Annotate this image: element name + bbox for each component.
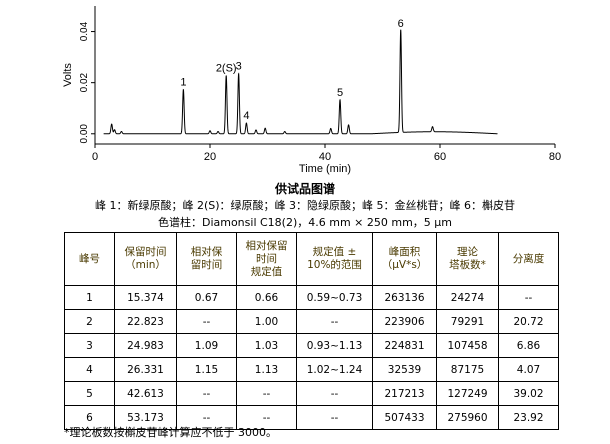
table-cell: 263136 xyxy=(372,285,437,310)
x-axis-title: Time (min) xyxy=(299,163,351,175)
peak-label-6: 6 xyxy=(398,18,404,30)
table-cell: 20.72 xyxy=(498,309,559,334)
table-cell: 0.67 xyxy=(176,285,237,310)
table-cell: 4.07 xyxy=(498,357,559,382)
table-cell: 127249 xyxy=(436,381,499,406)
chromatogram-chart: 0 20 40 60 80 0.00 0.02 0.04 1 2(S)3 4 5 6 Time (m… xyxy=(62,6,561,175)
table-cell: 1.15 xyxy=(176,357,237,382)
table-cell: 6.86 xyxy=(498,333,559,358)
table-cell: 2 xyxy=(64,309,115,334)
x-ticks: 0 20 40 60 80 xyxy=(92,144,561,163)
y-ticks: 0.00 0.02 0.04 xyxy=(79,21,95,144)
peak-label-2: 2(S) xyxy=(216,63,237,75)
table-cell: 224831 xyxy=(372,333,437,358)
table-row: 4 26.331 1.15 1.13 1.02~1.24 32539 87175 4.07 xyxy=(64,357,559,382)
table-row: 5 42.613 -- -- -- 217213 127249 39.02 xyxy=(64,381,559,406)
table-cell: -- xyxy=(176,381,237,406)
table-row: 3 24.983 1.09 1.03 0.93~1.13 224831 107458 6.86 xyxy=(64,333,559,358)
peak-label-3: 3 xyxy=(236,61,242,73)
table-cell: 223906 xyxy=(372,309,437,334)
table-cell: -- xyxy=(498,285,559,310)
column-header: 分离度 xyxy=(498,232,559,286)
table-cell: 1.00 xyxy=(236,309,297,334)
table-cell: 3 xyxy=(64,333,115,358)
table-cell: 507433 xyxy=(372,405,437,430)
y-tick-label: 0.00 xyxy=(79,124,90,144)
table-cell: 1.13 xyxy=(236,357,297,382)
results-table: 峰号 保留时间 （min） 相对保 留时间 相对保留 时间 规定值 规定值 ±10%的范围 峰面积… xyxy=(64,232,559,430)
column-header: 相对保留 时间 规定值 xyxy=(236,232,297,286)
column-header: 理论 塔板数* xyxy=(436,232,499,286)
table-cell: 32539 xyxy=(372,357,437,382)
table-cell: 275960 xyxy=(436,405,499,430)
table-cell: 26.331 xyxy=(114,357,177,382)
chart-caption-title: 供试品图谱 xyxy=(274,182,335,196)
footnote: *理论板数按槲皮苷峰计算应不低于 3000。 xyxy=(64,426,277,439)
table-row: 2 22.823 -- 1.00 -- 223906 79291 20.72 xyxy=(64,309,559,334)
column-header: 保留时间 （min） xyxy=(114,232,177,286)
peak-labels: 1 2(S)3 4 5 6 xyxy=(180,18,403,122)
table-cell: 0.66 xyxy=(236,285,297,310)
table-cell: 42.613 xyxy=(114,381,177,406)
x-tick-label: 80 xyxy=(549,151,561,163)
table-cell: 79291 xyxy=(436,309,499,334)
table-cell: 0.93~1.13 xyxy=(296,333,373,358)
table-cell: 5 xyxy=(64,381,115,406)
table-cell: 1 xyxy=(64,285,115,310)
table-cell: 24.983 xyxy=(114,333,177,358)
x-tick-label: 0 xyxy=(92,151,98,163)
table-cell: 1.09 xyxy=(176,333,237,358)
table-cell: -- xyxy=(176,309,237,334)
table-cell: -- xyxy=(296,405,373,430)
table-body: 1 15.374 0.67 0.66 0.59~0.73 263136 24274 -- 2 22… xyxy=(64,285,559,430)
table-row: 1 15.374 0.67 0.66 0.59~0.73 263136 24274 -- xyxy=(64,285,559,310)
x-tick-label: 60 xyxy=(434,151,446,163)
table-cell: 39.02 xyxy=(498,381,559,406)
table-cell: 22.823 xyxy=(114,309,177,334)
peak-label-1: 1 xyxy=(180,77,186,89)
table-header-row: 峰号 保留时间 （min） 相对保 留时间 相对保留 时间 规定值 规定值 ±10%的范围 峰面积… xyxy=(64,232,559,286)
y-tick-label: 0.02 xyxy=(79,72,90,92)
table-cell: 217213 xyxy=(372,381,437,406)
column-header: 规定值 ±10%的范围 xyxy=(296,232,373,286)
table-row: 6 53.173 -- -- -- 507433 275960 23.92 xyxy=(64,405,559,430)
table-cell: -- xyxy=(176,405,237,430)
table-cell: -- xyxy=(296,381,373,406)
table-cell: 6 xyxy=(64,405,115,430)
x-tick-label: 20 xyxy=(204,151,216,163)
column-note: 色谱柱：Diamonsil C18(2)，4.6 mm × 250 mm，5 μ… xyxy=(157,216,453,229)
table-cell: 1.02~1.24 xyxy=(296,357,373,382)
column-header: 相对保 留时间 xyxy=(176,232,237,286)
table-cell: 0.59~0.73 xyxy=(296,285,373,310)
table-cell: 15.374 xyxy=(114,285,177,310)
column-header: 峰面积 （μV*s） xyxy=(372,232,437,286)
y-tick-label: 0.04 xyxy=(79,21,90,41)
table-cell: 107458 xyxy=(436,333,499,358)
table-cell: 24274 xyxy=(436,285,499,310)
table-cell: 4 xyxy=(64,357,115,382)
table-cell: -- xyxy=(296,309,373,334)
y-axis-title: Volts xyxy=(62,63,74,87)
table-cell: 23.92 xyxy=(498,405,559,430)
peak-label-5: 5 xyxy=(337,87,343,99)
column-header: 峰号 xyxy=(64,232,115,286)
peak-label-4: 4 xyxy=(243,110,249,122)
table-cell: 87175 xyxy=(436,357,499,382)
table-cell: 1.03 xyxy=(236,333,297,358)
chromatogram-trace xyxy=(103,29,498,135)
x-tick-label: 40 xyxy=(319,151,331,163)
table-cell: 53.173 xyxy=(114,405,177,430)
peak-identification-note: 峰 1：新绿原酸；峰 2(S)：绿原酸；峰 3：隐绿原酸；峰 5：金丝桃苷；峰 … xyxy=(94,199,516,212)
table-cell: -- xyxy=(236,405,297,430)
table-cell: -- xyxy=(236,381,297,406)
